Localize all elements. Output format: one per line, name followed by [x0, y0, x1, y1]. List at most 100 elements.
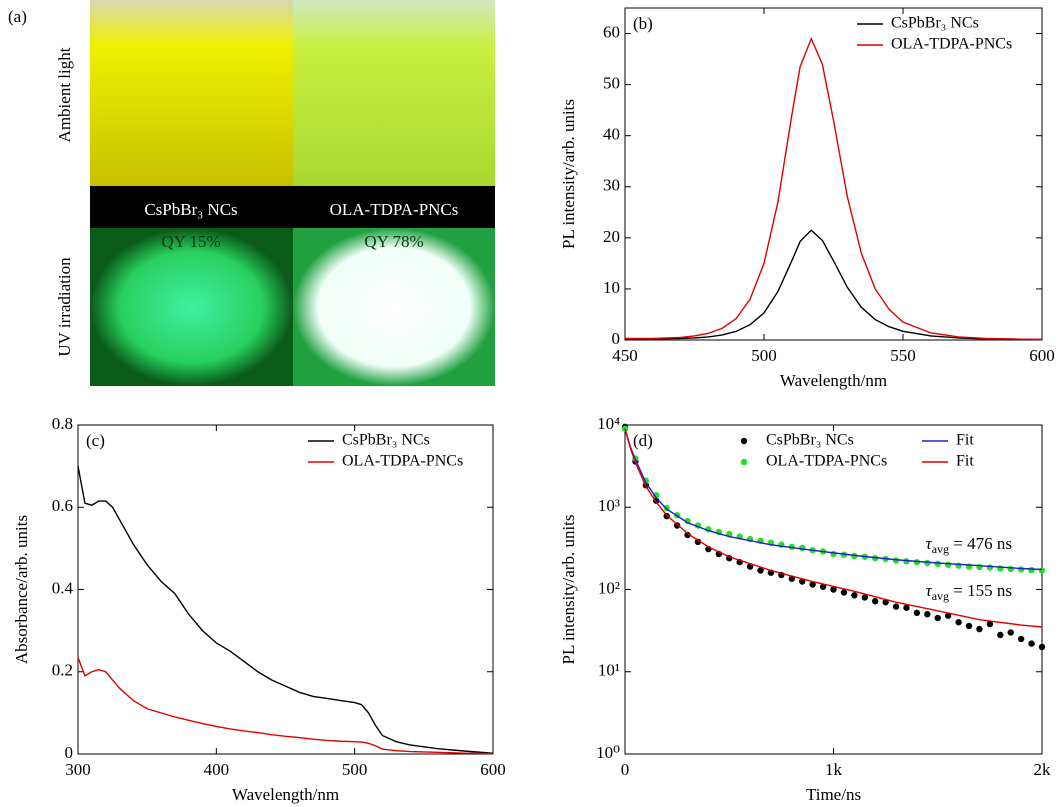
- panel-label: (c): [86, 431, 105, 450]
- y-tick-label: 10¹: [598, 661, 620, 680]
- data-point: [819, 583, 827, 590]
- chart-panel: 10⁰ 10¹ 10² 10³ 10⁴ 0 1k 2k Time/ns PL intensity/…: [559, 414, 1051, 804]
- sample-name: CsPbBr₃ NCs: [144, 200, 237, 219]
- data-point: [1007, 565, 1014, 573]
- x-tick-label: 600: [480, 760, 506, 779]
- data-point: [934, 560, 941, 568]
- data-point: [944, 561, 952, 568]
- x-tick-label: 500: [751, 346, 777, 365]
- plot-frame: [624, 7, 1043, 341]
- legend-label: OLA-TDPA-PNCs: [342, 453, 463, 470]
- x-tick-label: 0: [621, 760, 630, 779]
- y-tick-label: 10⁴: [597, 414, 620, 433]
- y-tick-label: 10³: [598, 496, 620, 515]
- data-point: [684, 531, 691, 539]
- x-tick-label: 400: [204, 760, 230, 779]
- data-point: [986, 620, 994, 628]
- data-point: [1028, 640, 1035, 647]
- legend-label: CsPbBr₃ NCs: [766, 432, 854, 449]
- data-point: [1028, 566, 1035, 574]
- y-tick-label: 0.6: [52, 496, 73, 515]
- data-point: [830, 586, 837, 593]
- annotation-text: = 155 ns: [949, 581, 1012, 600]
- photo-uv-cspbbr3: [90, 228, 293, 386]
- data-point: [924, 611, 931, 618]
- legend-marker: [740, 458, 748, 466]
- quantum-yield: QY 15%: [161, 232, 220, 251]
- y-tick-label: 0.4: [52, 578, 74, 597]
- data-point: [757, 567, 764, 574]
- y-tick-label: 0: [65, 743, 74, 762]
- data-point: [830, 550, 837, 558]
- annotation: τavg = 476 ns: [926, 534, 1012, 556]
- x-tick-label: 600: [1029, 346, 1055, 365]
- data-point: [955, 562, 962, 569]
- label-band: [90, 186, 495, 228]
- panel-label: (d): [633, 431, 653, 450]
- data-point: [673, 522, 681, 529]
- annotation-symbol: τ: [926, 534, 933, 553]
- data-point: [1038, 643, 1046, 651]
- annotation-symbol: τ: [926, 581, 933, 600]
- data-point: [851, 592, 858, 599]
- data-line: [77, 466, 494, 754]
- data-point: [913, 609, 921, 617]
- data-point: [1017, 635, 1025, 643]
- data-line: [624, 428, 1043, 571]
- x-tick-label: 500: [342, 760, 368, 779]
- legend-marker: [740, 437, 748, 445]
- legend-label: OLA-TDPA-PNCs: [766, 453, 887, 470]
- y-tick-label: 10⁰: [596, 743, 620, 762]
- data-point: [892, 603, 900, 610]
- y-tick-label: 50: [603, 74, 620, 93]
- legend-label: OLA-TDPA-PNCs: [891, 36, 1012, 53]
- data-point: [1017, 566, 1025, 573]
- data-point: [809, 581, 816, 588]
- photo-ambient-ola: [293, 0, 495, 186]
- x-tick-label: 550: [890, 346, 916, 365]
- x-tick-label: 450: [612, 346, 638, 365]
- panel-label: (b): [633, 14, 653, 33]
- chart-panel: 0 0.2 0.4 0.6 0.8 300 400 500 600 Wavelength/nm Ab…: [12, 414, 506, 804]
- y-axis-label: PL intensity/arb. units: [559, 99, 578, 249]
- x-tick-label: 2k: [1034, 760, 1052, 779]
- y-axis-label: PL intensity/arb. units: [559, 514, 578, 664]
- annotation: τavg = 155 ns: [926, 581, 1012, 603]
- data-point: [976, 625, 983, 633]
- quantum-yield: QY 78%: [364, 232, 423, 251]
- data-line: [625, 229, 1042, 341]
- data-point: [986, 564, 994, 571]
- data-point: [965, 622, 973, 630]
- data-point: [955, 619, 962, 626]
- sample-name: OLA-TDPA-PNCs: [330, 200, 459, 219]
- photo-uv-ola: [293, 228, 495, 386]
- data-point: [976, 563, 983, 571]
- data-point: [861, 594, 868, 601]
- data-point: [944, 612, 952, 619]
- x-axis-label: Time/ns: [806, 785, 861, 804]
- data-point: [840, 589, 848, 596]
- photo-panel: (a) Ambient light UV irradiation CsPbBr₃…: [8, 0, 495, 386]
- legend-label: CsPbBr₃ NCs: [891, 15, 979, 32]
- data-point: [1007, 629, 1014, 636]
- y-tick-label: 0.8: [52, 414, 73, 433]
- data-point: [997, 631, 1004, 639]
- x-axis-label: Wavelength/nm: [232, 785, 339, 804]
- data-point: [1038, 567, 1046, 574]
- row-label: Ambient light: [55, 47, 74, 142]
- annotation-subscript: avg: [932, 589, 949, 603]
- legend-label: Fit: [956, 432, 974, 449]
- data-line: [625, 36, 1043, 341]
- y-tick-label: 10²: [598, 578, 620, 597]
- panel-label: (a): [8, 7, 27, 26]
- y-axis-label: Absorbance/arb. units: [12, 515, 31, 664]
- data-point: [746, 563, 754, 570]
- data-point: [903, 604, 910, 611]
- annotation-text: = 476 ns: [949, 534, 1012, 553]
- data-point: [872, 598, 879, 605]
- y-tick-label: 40: [603, 125, 620, 144]
- x-tick-label: 1k: [825, 760, 843, 779]
- x-axis-label: Wavelength/nm: [780, 371, 887, 390]
